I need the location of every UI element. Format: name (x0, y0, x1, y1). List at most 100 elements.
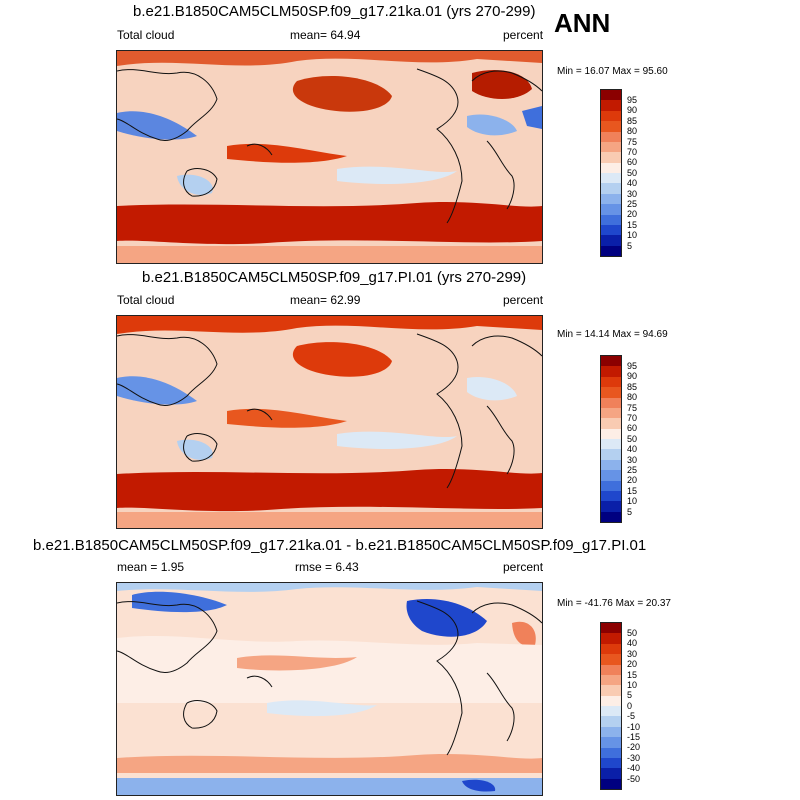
panel-2-mean: mean= 62.99 (290, 293, 361, 307)
colorbar-swatch (601, 193, 621, 205)
colorbar-swatch (601, 110, 621, 122)
panel-1-colorbar (600, 89, 622, 257)
colorbar-tick: 15 (627, 670, 638, 680)
panel-1-variable-label: Total cloud (117, 28, 175, 42)
panel-2-map (116, 315, 543, 529)
colorbar-swatch (601, 245, 621, 256)
colorbar-tick: 10 (627, 230, 638, 240)
colorbar-swatch (601, 674, 621, 686)
cloud-band-itcz (227, 143, 347, 163)
cloud-region-north-atlantic (472, 69, 532, 99)
cloud-band-antarctic (117, 512, 542, 528)
cloud-low-asia (117, 111, 197, 140)
colorbar-tick: 0 (627, 701, 633, 711)
panel-3-minmax: Min = -41.76 Max = 20.37 (557, 598, 671, 609)
panel-1-units: percent (503, 28, 544, 42)
colorbar-tick: 10 (627, 496, 638, 506)
colorbar-swatch (601, 162, 621, 173)
colorbar-tick: 80 (627, 392, 638, 402)
colorbar-swatch (601, 407, 621, 419)
colorbar-swatch (601, 490, 621, 502)
colorbar-tick: 80 (627, 126, 638, 136)
colorbar-tick: 20 (627, 209, 638, 219)
colorbar-swatch (601, 747, 621, 758)
colorbar-tick: 5 (627, 690, 633, 700)
colorbar-tick: 50 (627, 628, 638, 638)
colorbar-swatch (601, 141, 621, 153)
colorbar-swatch (601, 768, 621, 779)
cloud-band-arctic (117, 316, 542, 334)
diff-low-north-asia (132, 591, 227, 613)
colorbar-tick: -10 (627, 722, 641, 732)
panel-3-units: percent (503, 560, 544, 574)
colorbar-tick: 70 (627, 413, 638, 423)
colorbar-swatch (601, 204, 621, 215)
colorbar-tick: 5 (627, 241, 633, 251)
panel-1-minmax: Min = 16.07 Max = 95.60 (557, 66, 668, 77)
colorbar-swatch (601, 501, 621, 512)
colorbar-tick: 95 (627, 95, 638, 105)
colorbar-tick: -20 (627, 742, 641, 752)
colorbar-tick: 75 (627, 137, 638, 147)
colorbar-swatch (601, 418, 621, 429)
colorbar-tick: -15 (627, 732, 641, 742)
colorbar-swatch (601, 387, 621, 398)
colorbar-tick: -30 (627, 753, 641, 763)
colorbar-swatch (601, 439, 621, 450)
colorbar-swatch (601, 366, 621, 377)
colorbar-tick: 60 (627, 157, 638, 167)
colorbar-tick: 15 (627, 486, 638, 496)
colorbar-swatch (601, 152, 621, 163)
colorbar-tick: 10 (627, 680, 638, 690)
colorbar-tick: 50 (627, 168, 638, 178)
colorbar-tick: 90 (627, 371, 638, 381)
cloud-band-antarctic (117, 246, 542, 263)
panel-3-mean: mean = 1.95 (117, 560, 185, 574)
colorbar-tick: 5 (627, 507, 633, 517)
colorbar-tick: 40 (627, 444, 638, 454)
colorbar-swatch (601, 428, 621, 439)
colorbar-swatch (601, 511, 621, 522)
colorbar-swatch (601, 397, 621, 408)
panel-3-map (116, 582, 543, 796)
diff-low-weddell (462, 779, 496, 792)
coastline (117, 68, 542, 224)
colorbar-swatch (601, 459, 621, 471)
cloud-low-subtropical (337, 166, 457, 184)
diff-neutral-tropics (117, 636, 542, 703)
panel-3-rmse: rmse = 6.43 (295, 560, 359, 574)
diff-low-north-america (406, 599, 487, 637)
colorbar-swatch (601, 633, 621, 644)
colorbar-tick: 50 (627, 434, 638, 444)
panel-2-title: b.e21.B1850CAM5CLM50SP.f09_g17.PI.01 (yr… (142, 269, 527, 286)
colorbar-swatch (601, 664, 621, 675)
colorbar-tick: 30 (627, 455, 638, 465)
colorbar-tick: 30 (627, 189, 638, 199)
colorbar-tick: 85 (627, 382, 638, 392)
colorbar-swatch (601, 695, 621, 706)
coastline (117, 600, 542, 756)
colorbar-tick: -5 (627, 711, 636, 721)
colorbar-tick: 75 (627, 403, 638, 413)
cloud-band-southern-ocean (117, 202, 542, 245)
colorbar-tick: 40 (627, 178, 638, 188)
colorbar-swatch (601, 685, 621, 696)
colorbar-swatch (601, 376, 621, 388)
cloud-low-arabia (522, 106, 542, 129)
colorbar-swatch (601, 173, 621, 184)
coastline (117, 333, 542, 489)
cloud-band-itcz (227, 408, 347, 428)
colorbar-swatch (601, 131, 621, 142)
cloud-low-asia (117, 376, 197, 405)
panel-1-mean: mean= 64.94 (290, 28, 361, 42)
panel-2-units: percent (503, 293, 544, 307)
cloud-band-arctic (117, 51, 542, 66)
panel-1-map (116, 50, 543, 264)
panel-2-minmax: Min = 14.14 Max = 94.69 (557, 329, 668, 340)
colorbar-tick: 90 (627, 105, 638, 115)
colorbar-swatch (601, 643, 621, 655)
colorbar-tick: -40 (627, 763, 641, 773)
panel-2-colorbar (600, 355, 622, 523)
colorbar-swatch (601, 726, 621, 738)
diff-low-south-pacific (267, 700, 377, 717)
